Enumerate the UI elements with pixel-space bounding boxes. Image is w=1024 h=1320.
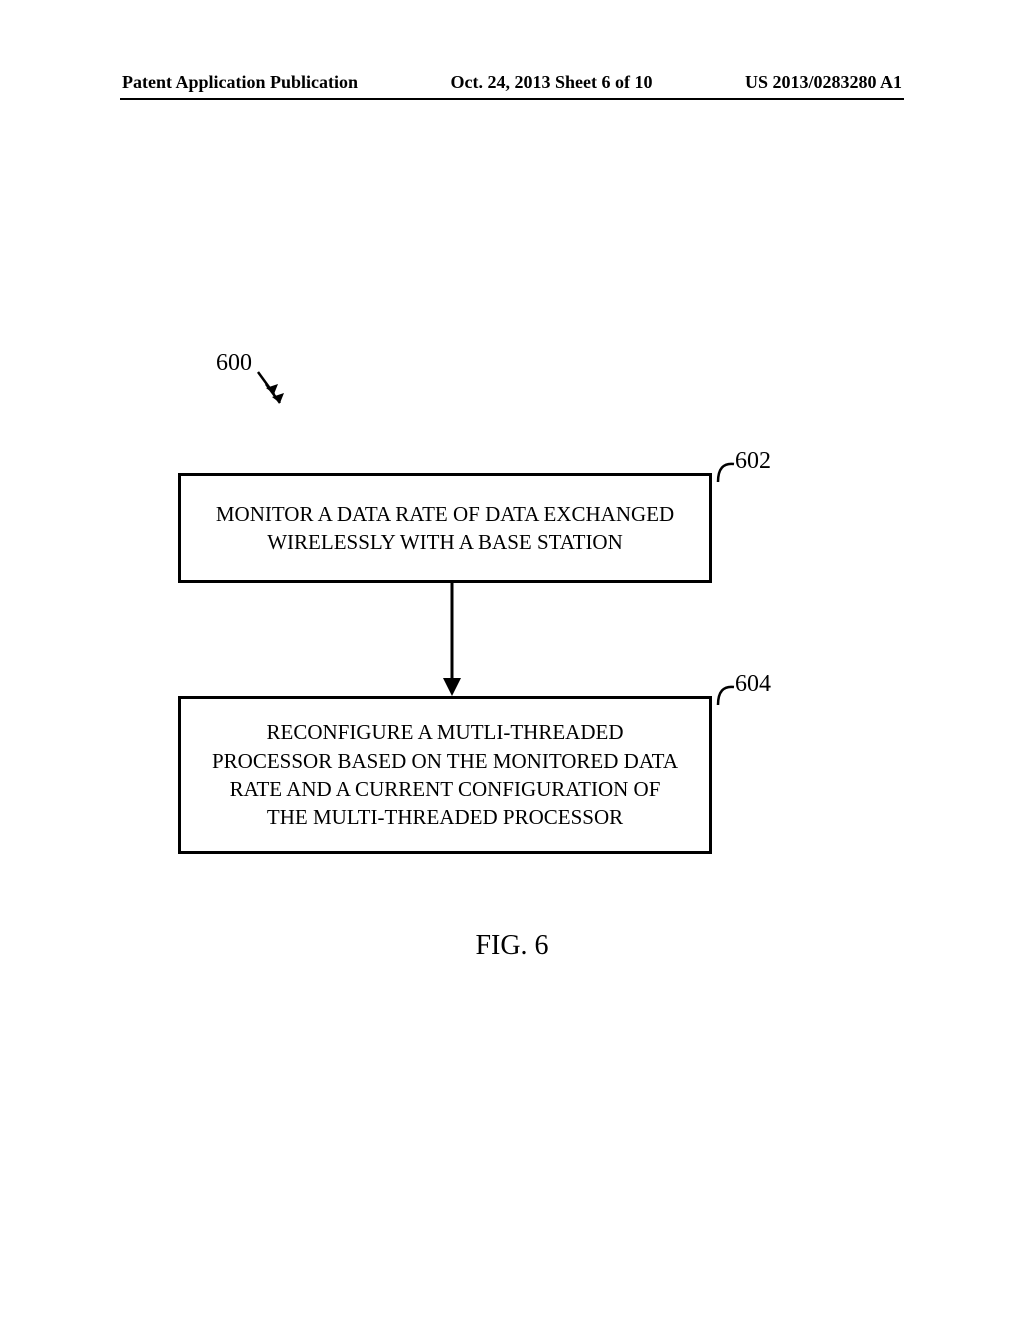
flowchart-box-604: RECONFIGURE A MUTLI-THREADED PROCESSOR B… bbox=[178, 696, 712, 854]
box-text: RECONFIGURE A MUTLI-THREADED PROCESSOR B… bbox=[211, 718, 679, 831]
header-publication: Patent Application Publication bbox=[122, 72, 358, 93]
header-date-sheet: Oct. 24, 2013 Sheet 6 of 10 bbox=[451, 72, 653, 93]
reference-label-600: 600 bbox=[216, 350, 252, 377]
page-header: Patent Application Publication Oct. 24, … bbox=[0, 72, 1024, 93]
header-divider bbox=[120, 98, 904, 100]
flowchart-arrow-icon bbox=[440, 583, 464, 698]
header-patent-number: US 2013/0283280 A1 bbox=[745, 72, 902, 93]
figure-caption: FIG. 6 bbox=[0, 930, 1024, 962]
flowchart-box-602: MONITOR A DATA RATE OF DATA EXCHANGED WI… bbox=[178, 473, 712, 583]
reference-arrow-icon bbox=[256, 370, 286, 410]
hook-icon bbox=[716, 679, 736, 707]
reference-label-602: 602 bbox=[735, 448, 771, 475]
hook-icon bbox=[716, 456, 736, 484]
reference-label-604: 604 bbox=[735, 671, 771, 698]
box-text: MONITOR A DATA RATE OF DATA EXCHANGED WI… bbox=[201, 500, 689, 557]
